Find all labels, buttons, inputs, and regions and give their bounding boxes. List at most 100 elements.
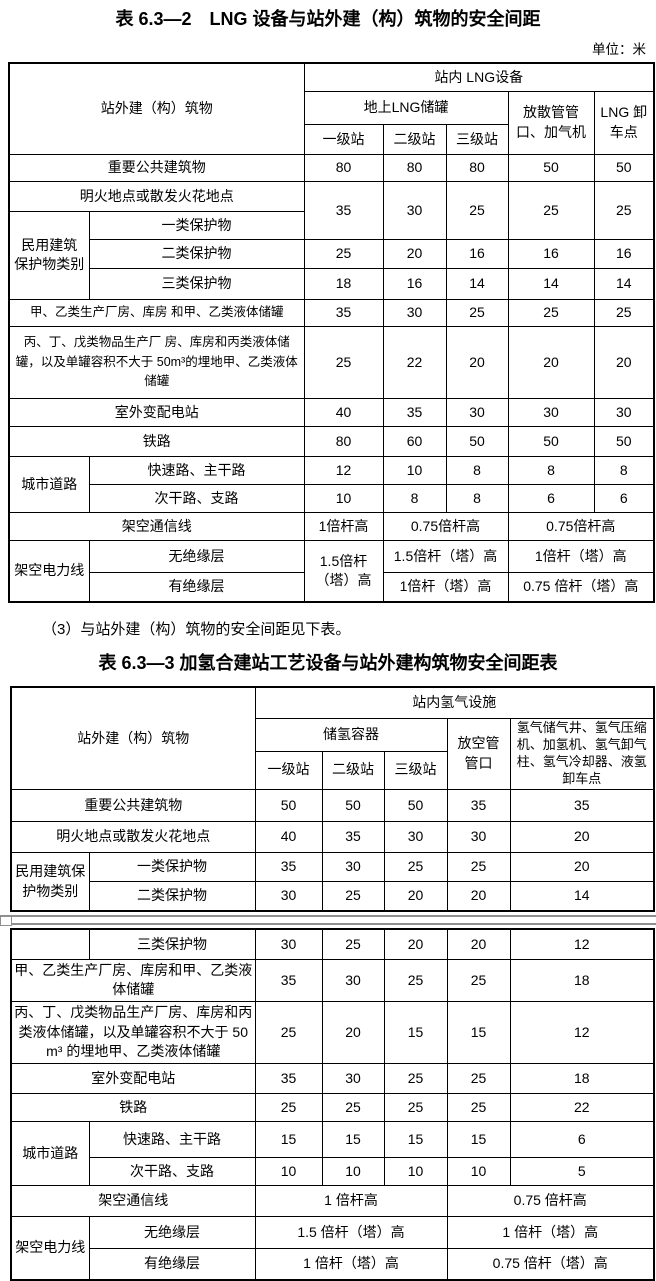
table-row: 一级站 二级站 三级站 [11,750,654,790]
table-row: 室外变配电站 40 35 30 30 30 [8,397,655,427]
value-cell: 25 [446,851,511,882]
value-cell: 20 [383,880,448,912]
row-label: 重要公共建筑物 [8,153,305,182]
table-row: 架空电力线 无绝缘层 1.5倍杆（塔）高 1.5倍杆（塔）高 1倍杆（塔）高 [8,539,655,603]
value-cell: 50 [507,425,595,457]
row-label: 一类保护物 [88,210,305,240]
row-group-label: 民用建筑 保护物类别 [8,210,90,300]
value-cell: 25 [383,851,448,882]
value-cell: 35 [254,958,323,1003]
value-cell: 35 [382,397,447,427]
value-cell: 30 [321,1063,385,1095]
value-cell: 35 [321,820,385,853]
value-cell: 35 [303,180,384,240]
value-cell: 1.5倍杆（塔）高 [382,539,509,573]
hydrogen-safety-table-page1: 站外建（构）筑物 站内氢气设施 储氢容器 放空管 管口 氢气储气井、氢气压缩机、… [10,685,656,913]
row-label: 甲、乙类生产厂房、库房和甲、乙类液体储罐 [10,958,256,1003]
value-cell: 15 [383,1121,448,1159]
value-cell: 12 [509,928,655,960]
value-cell: 10 [303,483,384,513]
value-cell: 18 [509,958,655,1003]
table-row: 有绝缘层 1倍杆（塔）高 0.75 倍杆（塔）高 [9,571,655,603]
value-cell: 16 [382,267,447,300]
header-cell: 氢气储气井、氢气压缩机、加氢机、氢气卸气柱、氢气冷却器、液氢卸车点 [509,718,655,790]
row-label: 架空通信线 [10,1185,256,1218]
row-group-label: 架空电力线 [8,539,90,603]
table-row: 丙、丁、戊类物品生产厂房、库房和丙类液体储罐，以及单罐容积不大于 50 m³ 的… [10,1001,655,1065]
row-label: 铁路 [8,425,305,457]
value-cell: 10 [383,1157,448,1187]
value-cell: 25 [445,180,509,240]
header-cell: 地上LNG储罐 [303,90,509,125]
row-label: 次干路、支路 [88,1157,256,1187]
row-label: 有绝缘层 [88,1248,256,1281]
value-cell: 1倍杆（塔）高 [382,571,509,603]
value-cell: 60 [382,425,447,457]
table-row: 储氢容器 放空管 管口 氢气储气井、氢气压缩机、加氢机、氢气卸气柱、氢气冷却器、… [11,718,655,790]
value-cell: 25 [321,880,385,912]
value-cell: 25 [446,1063,511,1095]
empty-cell [10,928,90,960]
row-label: 甲、乙类生产厂房、库房 和甲、乙类液体储罐 [8,298,305,327]
value-cell: 1 倍杆（塔）高 [254,1248,448,1281]
value-cell: 50 [254,788,323,822]
table-row: 二类保护物 25 20 16 16 16 [9,238,655,269]
table-row: 民用建筑 保护物类别 一类保护物 [8,210,654,300]
table-row: 三类保护物 18 16 14 14 14 [9,267,655,300]
row-label: 三类保护物 [88,267,305,300]
table-row: 架空电力线 无绝缘层 1.5 倍杆（塔）高 1 倍杆（塔）高 [10,1216,655,1281]
header-cell: 三级站 [383,750,448,790]
value-cell: 8 [445,483,509,513]
row-label: 重要公共建筑物 [10,788,256,822]
header-cell: 一级站 [254,750,323,790]
value-cell: 30 [445,397,509,427]
value-cell: 25 [507,298,595,327]
value-cell: 0.75 倍杆（塔）高 [507,571,655,603]
value-cell: 30 [321,851,385,882]
value-cell: 50 [507,153,595,182]
value-cell: 25 [303,238,384,269]
row-label: 丙、丁、戊类物品生产厂 房、库房和丙类液体储罐，以及单罐容积不大于 50m³的埋… [8,325,305,399]
row-label: 三类保护物 [88,928,256,960]
value-cell: 80 [382,153,447,182]
value-cell: 40 [254,820,323,853]
value-cell: 80 [303,425,384,457]
table-row: 民用建筑保 护物类别 一类保护物 35 30 25 25 20 [10,851,655,912]
row-label: 无绝缘层 [88,539,305,573]
table-row: 站外建（构）筑物 站内 LNG设备 [8,62,655,155]
note-paragraph: （3）与站外建（构）筑物的安全间距见下表。 [42,621,351,639]
row-group-label: 民用建筑保 护物类别 [10,851,90,912]
table-row: 次干路、支路 10 8 8 6 6 [9,483,655,513]
header-cell: 一级站 [303,123,384,155]
row-label: 次干路、支路 [88,483,305,513]
value-cell: 30 [254,880,323,912]
value-cell: 50 [383,788,448,822]
row-group-label: 城市道路 [8,455,90,513]
row-label: 有绝缘层 [88,571,305,603]
header-cell: 二级站 [321,750,385,790]
value-cell: 30 [254,928,323,960]
value-cell: 25 [254,1093,323,1123]
value-cell: 10 [382,455,447,485]
table-row: 城市道路 快速路、主干路 12 10 8 8 8 [8,455,655,513]
value-cell: 6 [593,483,655,513]
row-label: 铁路 [10,1093,256,1123]
value-cell: 40 [303,397,384,427]
value-cell: 35 [254,1063,323,1095]
value-cell: 1 倍杆高 [254,1185,448,1218]
value-cell: 25 [507,180,595,240]
table-row: 城市道路 快速路、主干路 15 15 15 15 6 [10,1121,655,1187]
value-cell: 8 [445,455,509,485]
page-break-line [0,923,656,926]
value-cell: 10 [321,1157,385,1187]
value-cell: 10 [446,1157,511,1187]
value-cell: 1.5倍杆（塔）高 [303,539,384,603]
value-cell: 35 [254,851,323,882]
value-cell: 50 [593,425,655,457]
value-cell: 18 [509,1063,655,1095]
table-row: 甲、乙类生产厂房、库房 和甲、乙类液体储罐 35 30 25 25 25 [8,298,655,327]
row-label: 架空通信线 [8,511,305,541]
value-cell: 0.75倍杆高 [507,511,655,541]
table-row: 室外变配电站 35 30 25 25 18 [10,1063,655,1095]
row-group-label: 架空电力线 [10,1216,90,1281]
